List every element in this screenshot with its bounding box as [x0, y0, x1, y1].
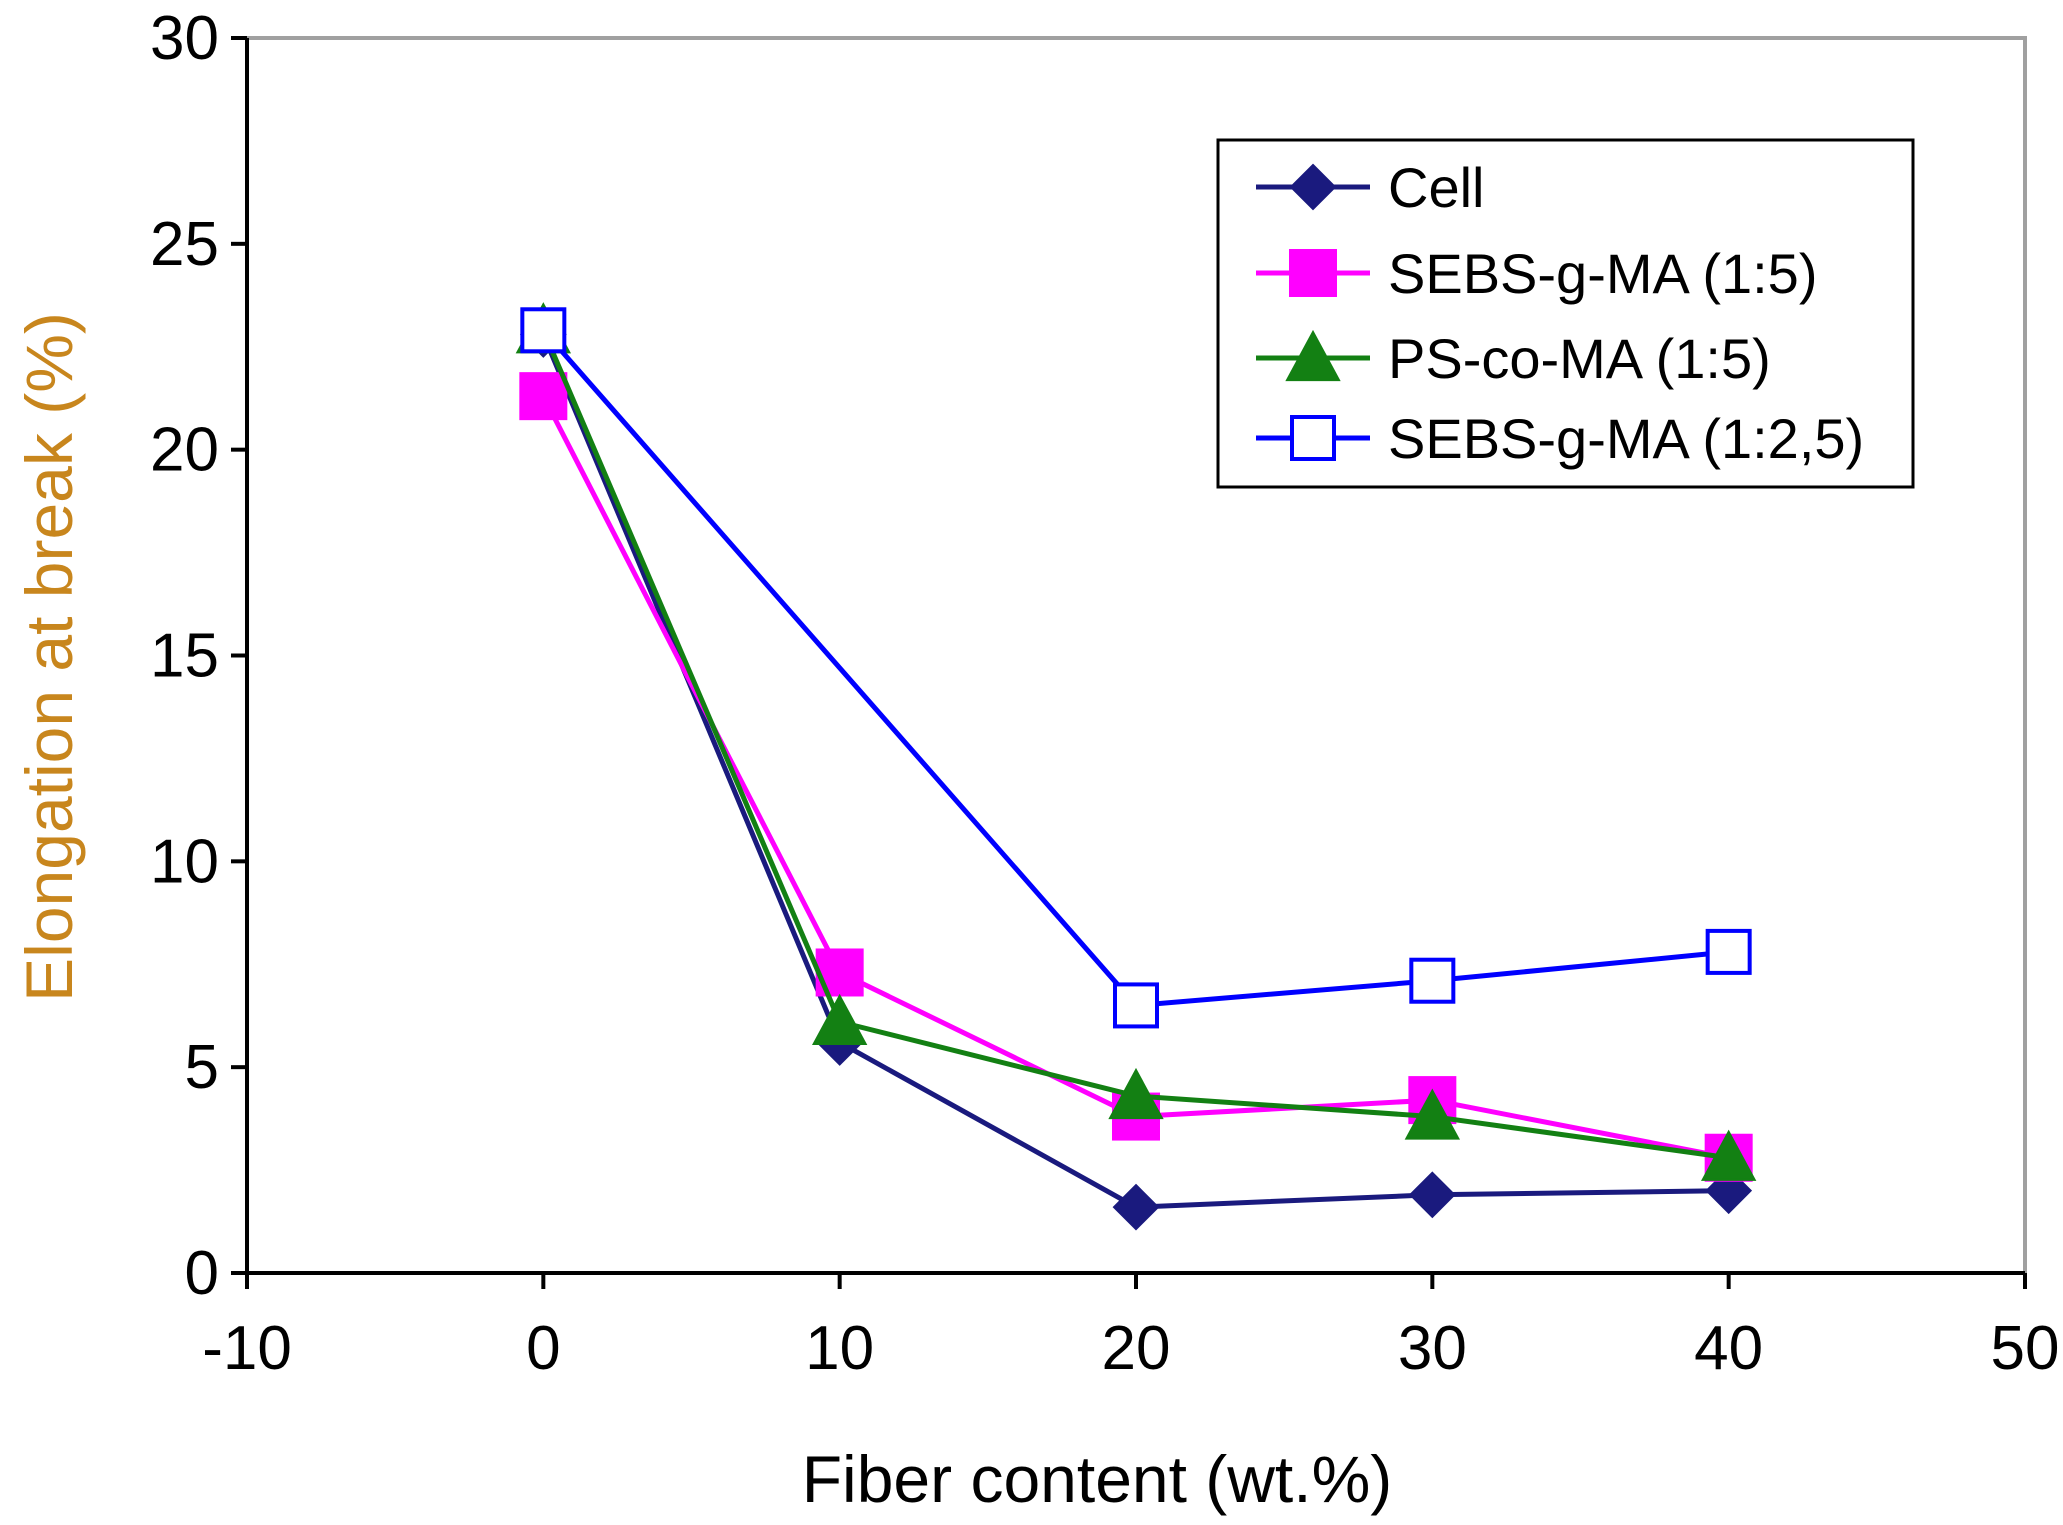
data-point [520, 307, 567, 354]
series-4 [520, 307, 1752, 1029]
legend-marker [1289, 163, 1337, 211]
x-tick-label: -10 [202, 1314, 292, 1383]
legend-label: SEBS-g-MA (1:5) [1388, 242, 1817, 305]
y-tick-label: 20 [150, 416, 219, 485]
data-point [519, 372, 568, 421]
data-point [815, 948, 864, 997]
series-line [541, 328, 1729, 1008]
y-tick-label: 15 [150, 622, 219, 691]
x-tick-label: 10 [805, 1314, 874, 1383]
data-point [811, 993, 868, 1045]
legend-marker [1290, 415, 1336, 461]
legend-label: Cell [1388, 156, 1484, 219]
series-layer [515, 302, 1757, 1231]
y-tick-label: 5 [185, 1033, 219, 1102]
legend-item: SEBS-g-MA (1:5) [1256, 242, 1817, 305]
x-tick-label: 50 [1991, 1314, 2060, 1383]
legend-items: Cell SEBS-g-MA (1:5) PS-co-MA (1:5) SEBS-g-… [1256, 156, 1864, 470]
data-point [1404, 1088, 1461, 1140]
legend-label: SEBS-g-MA (1:2,5) [1388, 407, 1864, 470]
y-tick-label: 30 [150, 4, 219, 73]
data-point [1409, 957, 1456, 1004]
legend-item: PS-co-MA (1:5) [1256, 327, 1771, 390]
legend-label: PS-co-MA (1:5) [1388, 327, 1771, 390]
data-point [1112, 1183, 1160, 1231]
legend-item: Cell [1256, 156, 1484, 219]
y-tick-label: 10 [150, 827, 219, 896]
x-tick-label: 20 [1102, 1314, 1171, 1383]
x-tick-label: 0 [526, 1314, 560, 1383]
data-point [1108, 1067, 1164, 1120]
y-tick-label: 25 [150, 210, 219, 279]
data-point [1113, 982, 1159, 1029]
legend-item: SEBS-g-MA (1:2,5) [1256, 407, 1864, 470]
legend: Cell SEBS-g-MA (1:5) PS-co-MA (1:5) SEBS-g-… [1216, 138, 1915, 489]
data-point [1705, 928, 1752, 975]
legend-marker [1289, 249, 1337, 297]
legend-marker [1285, 329, 1341, 382]
y-tick-label: 0 [185, 1239, 219, 1308]
x-tick-label: 40 [1694, 1314, 1763, 1383]
x-tick-label: 30 [1398, 1314, 1467, 1383]
y-axis-title: Elongation at break (%) [12, 312, 86, 1002]
x-axis-title: Fiber content (wt.%) [802, 1442, 1393, 1516]
data-point [1700, 1129, 1757, 1181]
data-point [1408, 1171, 1456, 1219]
